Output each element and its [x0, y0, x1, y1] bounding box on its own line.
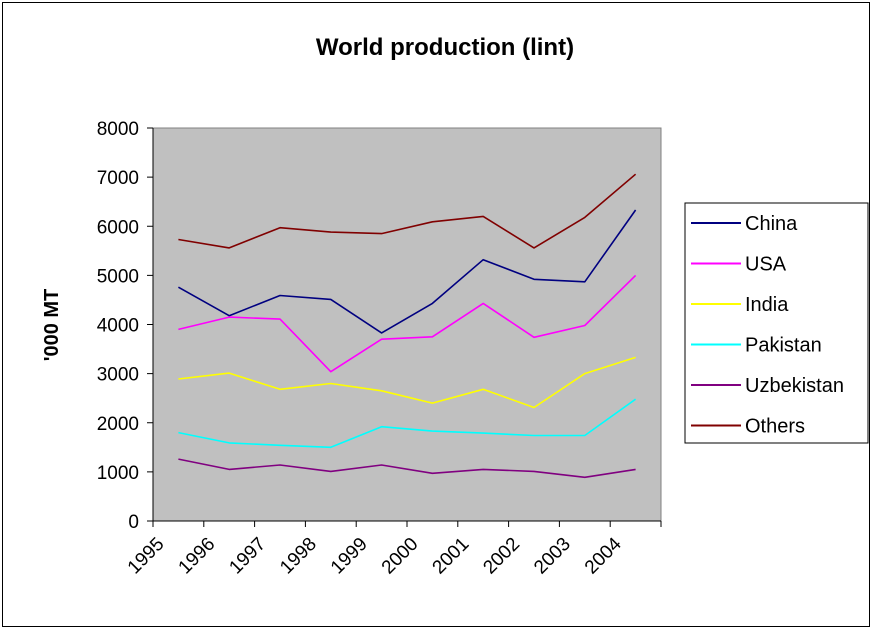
y-tick-label: 8000: [97, 119, 139, 140]
y-tick-label: 6000: [97, 217, 139, 238]
y-tick-label: 7000: [97, 168, 139, 189]
y-axis-label: '000 MT: [41, 289, 63, 362]
legend-box: [685, 203, 868, 443]
y-tick-label: 5000: [97, 266, 139, 287]
legend-label: Pakistan: [745, 335, 822, 357]
legend-label: India: [745, 294, 789, 316]
y-tick-label: 0: [128, 512, 139, 533]
legend-label: USA: [745, 254, 787, 276]
y-tick-label: 3000: [97, 365, 139, 386]
chart-title: World production (lint): [316, 34, 574, 61]
legend-label: Others: [745, 416, 805, 438]
legend-label: China: [745, 213, 798, 235]
legend-label: Uzbekistan: [745, 375, 844, 397]
legend: China USA India Pakistan Uzbekistan Others: [685, 203, 868, 443]
y-tick-label: 4000: [97, 316, 139, 337]
y-tick-label: 1000: [97, 463, 139, 484]
y-tick-label: 2000: [97, 414, 139, 435]
